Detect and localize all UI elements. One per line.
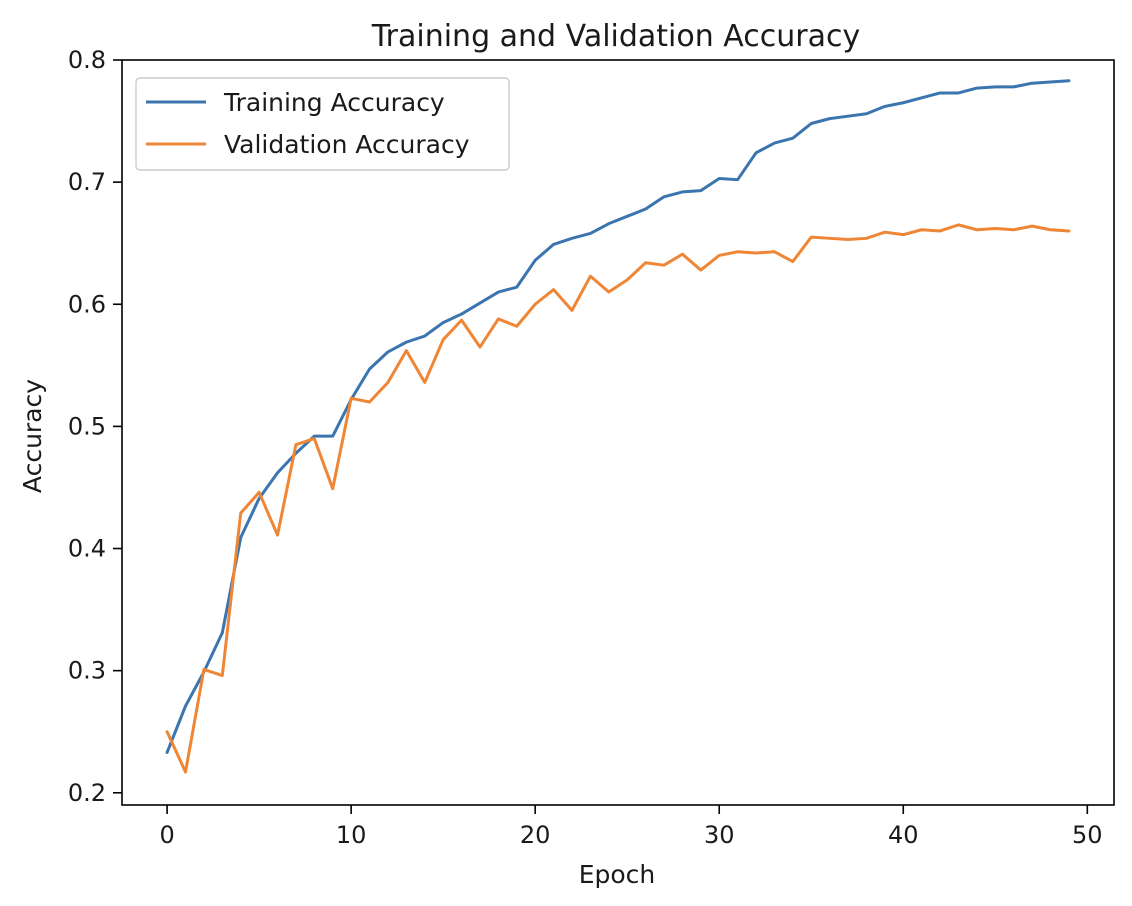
series-layer bbox=[165, 79, 1071, 774]
y-tick-label: 0.2 bbox=[68, 779, 106, 807]
legend-label-training: Training Accuracy bbox=[223, 88, 445, 117]
y-tick-label: 0.7 bbox=[68, 168, 106, 196]
y-tick-label: 0.4 bbox=[68, 535, 106, 563]
y-tick-label: 0.6 bbox=[68, 290, 106, 318]
legend: Training Accuracy Validation Accuracy bbox=[135, 77, 510, 171]
y-tick-label: 0.5 bbox=[68, 412, 106, 440]
chart-title: Training and Validation Accuracy bbox=[371, 19, 861, 54]
training-accuracy-line bbox=[165, 79, 1071, 754]
y-axis-ticks: 0.2 0.3 0.4 0.5 0.6 0.7 0.8 bbox=[68, 46, 122, 807]
x-tick-label: 10 bbox=[336, 821, 367, 849]
y-tick-label: 0.3 bbox=[68, 657, 106, 685]
x-tick-label: 0 bbox=[159, 821, 174, 849]
plot-frame bbox=[121, 59, 1115, 806]
x-tick-label: 50 bbox=[1072, 821, 1103, 849]
validation-accuracy-line bbox=[165, 223, 1071, 774]
x-tick-label: 20 bbox=[520, 821, 551, 849]
legend-label-validation: Validation Accuracy bbox=[224, 130, 470, 159]
y-tick-label: 0.8 bbox=[68, 46, 106, 74]
x-axis-ticks: 0 10 20 30 40 50 bbox=[159, 805, 1103, 849]
y-axis-label: Accuracy bbox=[18, 379, 47, 493]
x-axis-label: Epoch bbox=[579, 860, 656, 889]
x-tick-label: 30 bbox=[704, 821, 735, 849]
x-tick-label: 40 bbox=[888, 821, 919, 849]
legend-box bbox=[135, 77, 510, 171]
